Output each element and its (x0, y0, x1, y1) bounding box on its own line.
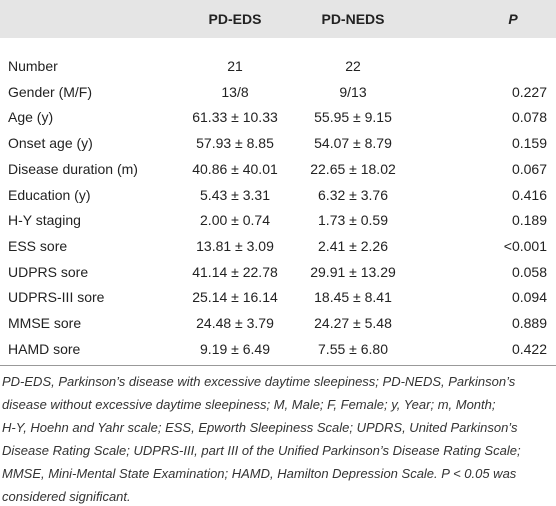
cell: 41.14 ± 22.78 (192, 263, 278, 280)
cell: 0.189 (511, 212, 547, 229)
cell: 24.27 ± 5.48 (314, 315, 392, 331)
cell: 25.14 ± 16.14 (192, 289, 278, 306)
cell: 0.078 (511, 109, 547, 126)
cell: 9.19 ± 6.49 (200, 340, 270, 357)
cell: 1.73 ± 0.59 (318, 212, 388, 229)
cell: 6.32 ± 3.76 (318, 186, 388, 203)
table-rule (0, 365, 556, 366)
footnote-line: Disease Rating Scale; UDPRS-III, part II… (2, 443, 521, 458)
cell: 61.33 ± 10.33 (192, 109, 278, 126)
cell: 0.227 (511, 83, 547, 100)
cell: 2.41 ± 2.26 (318, 237, 388, 254)
cell: 29.91 ± 13.29 (310, 263, 396, 280)
row-label: UDPRS-III sore (8, 289, 105, 306)
cell: 5.43 ± 3.31 (200, 186, 270, 203)
cell: 57.93 ± 8.85 (196, 135, 274, 152)
cell: 40.86 ± 40.01 (192, 160, 278, 177)
cell: <0.001 (503, 237, 547, 254)
row-label: Disease duration (m) (8, 160, 138, 177)
cell: 18.45 ± 8.41 (314, 289, 392, 306)
row-label: Education (y) (8, 186, 91, 203)
footnote-line: H-Y, Hoehn and Yahr scale; ESS, Epworth … (2, 420, 518, 435)
footnote-line: MMSE, Mini-Mental State Examination; HAM… (2, 466, 517, 481)
cell: 0.094 (511, 289, 547, 306)
cell: 55.95 ± 9.15 (314, 109, 392, 126)
cell: 22.65 ± 18.02 (310, 160, 396, 177)
cell: 0.889 (511, 315, 547, 331)
cell: 13.81 ± 3.09 (196, 237, 274, 254)
cell: 24.48 ± 3.79 (196, 315, 274, 331)
cell: 0.058 (511, 263, 547, 280)
row-label: HAMD sore (8, 340, 81, 357)
row-label: Number (8, 58, 58, 74)
cell: 13/8 (221, 83, 249, 100)
footnote-line: considered significant. (2, 489, 131, 504)
cell: 0.067 (511, 160, 547, 177)
cell: 2.00 ± 0.74 (200, 212, 270, 229)
cell: 22 (345, 58, 361, 74)
row-label: MMSE sore (8, 315, 82, 331)
cell: 0.159 (511, 135, 547, 152)
column-header: PD-EDS (208, 11, 262, 27)
row-label: Onset age (y) (8, 135, 93, 152)
cell: 0.422 (511, 340, 547, 357)
row-label: H-Y staging (8, 212, 81, 229)
footnote-line: disease without excessive daytime sleepi… (2, 397, 496, 412)
row-label: UDPRS sore (8, 263, 89, 280)
header-band (0, 0, 556, 38)
cell: 9/13 (339, 83, 367, 100)
row-label: Gender (M/F) (8, 83, 93, 100)
column-header: PD-NEDS (321, 11, 385, 27)
row-label: Age (y) (8, 109, 54, 126)
cell: 21 (227, 58, 243, 74)
column-header: P (508, 11, 518, 27)
row-label: ESS sore (8, 237, 68, 254)
cell: 0.416 (511, 186, 547, 203)
cell: 54.07 ± 8.79 (314, 135, 392, 152)
cell: 7.55 ± 6.80 (318, 340, 388, 357)
footnote-line: PD-EDS, Parkinson’s disease with excessi… (2, 374, 516, 389)
